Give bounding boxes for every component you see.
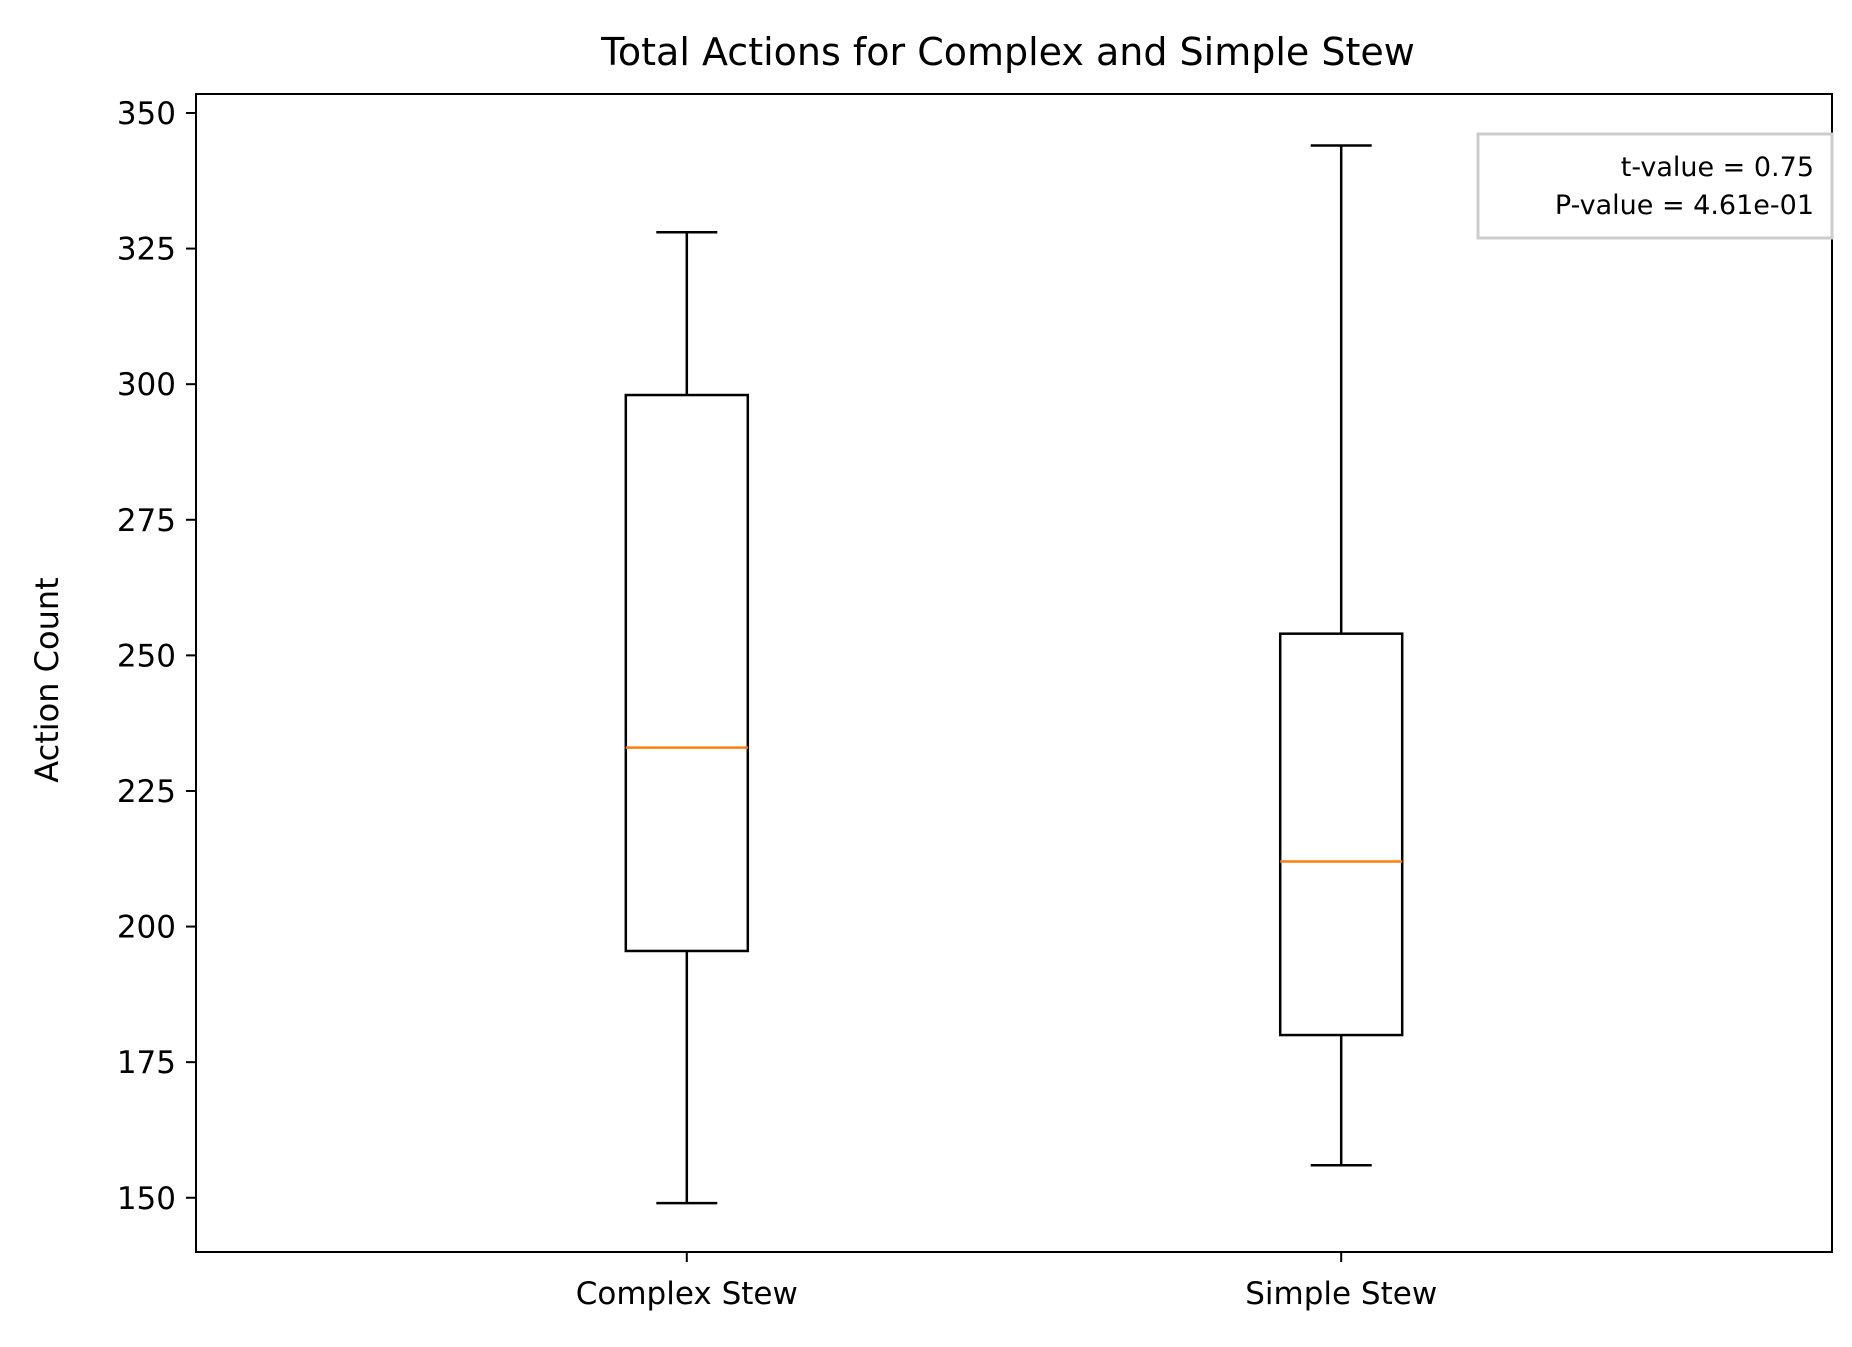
y-tick-label: 175 bbox=[117, 1045, 176, 1081]
iqr-box bbox=[624, 393, 750, 953]
p-value-text: P-value = 4.61e-01 bbox=[1555, 190, 1814, 221]
t-value-text: t-value = 0.75 bbox=[1621, 152, 1814, 183]
y-tick-label: 225 bbox=[117, 774, 176, 810]
box-series bbox=[624, 144, 1404, 1205]
stats-annotation: t-value = 0.75 P-value = 4.61e-01 bbox=[1476, 132, 1834, 240]
y-tick-label: 300 bbox=[117, 367, 176, 403]
y-tick-label: 350 bbox=[117, 96, 176, 132]
y-tick-label: 200 bbox=[117, 910, 176, 946]
chart-title: Total Actions for Complex and Simple Ste… bbox=[600, 30, 1415, 74]
y-axis-label: Action Count bbox=[28, 577, 66, 782]
y-tick-label: 325 bbox=[117, 232, 176, 268]
plot-area-frame bbox=[195, 93, 1833, 1253]
y-axis-ticks: 150 175 200 225 250 275 300 325 350 bbox=[117, 96, 196, 1217]
x-tick-label: Complex Stew bbox=[576, 1276, 798, 1312]
x-tick-label: Simple Stew bbox=[1245, 1276, 1437, 1312]
y-tick-label: 250 bbox=[117, 638, 176, 674]
annotation-box bbox=[1476, 132, 1834, 240]
y-tick-label: 275 bbox=[117, 503, 176, 539]
iqr-box bbox=[1278, 632, 1404, 1037]
box-group bbox=[624, 231, 750, 1205]
box-group bbox=[1278, 144, 1404, 1167]
x-axis-ticks: Complex Stew Simple Stew bbox=[576, 1252, 1437, 1312]
y-tick-label: 150 bbox=[117, 1181, 176, 1217]
